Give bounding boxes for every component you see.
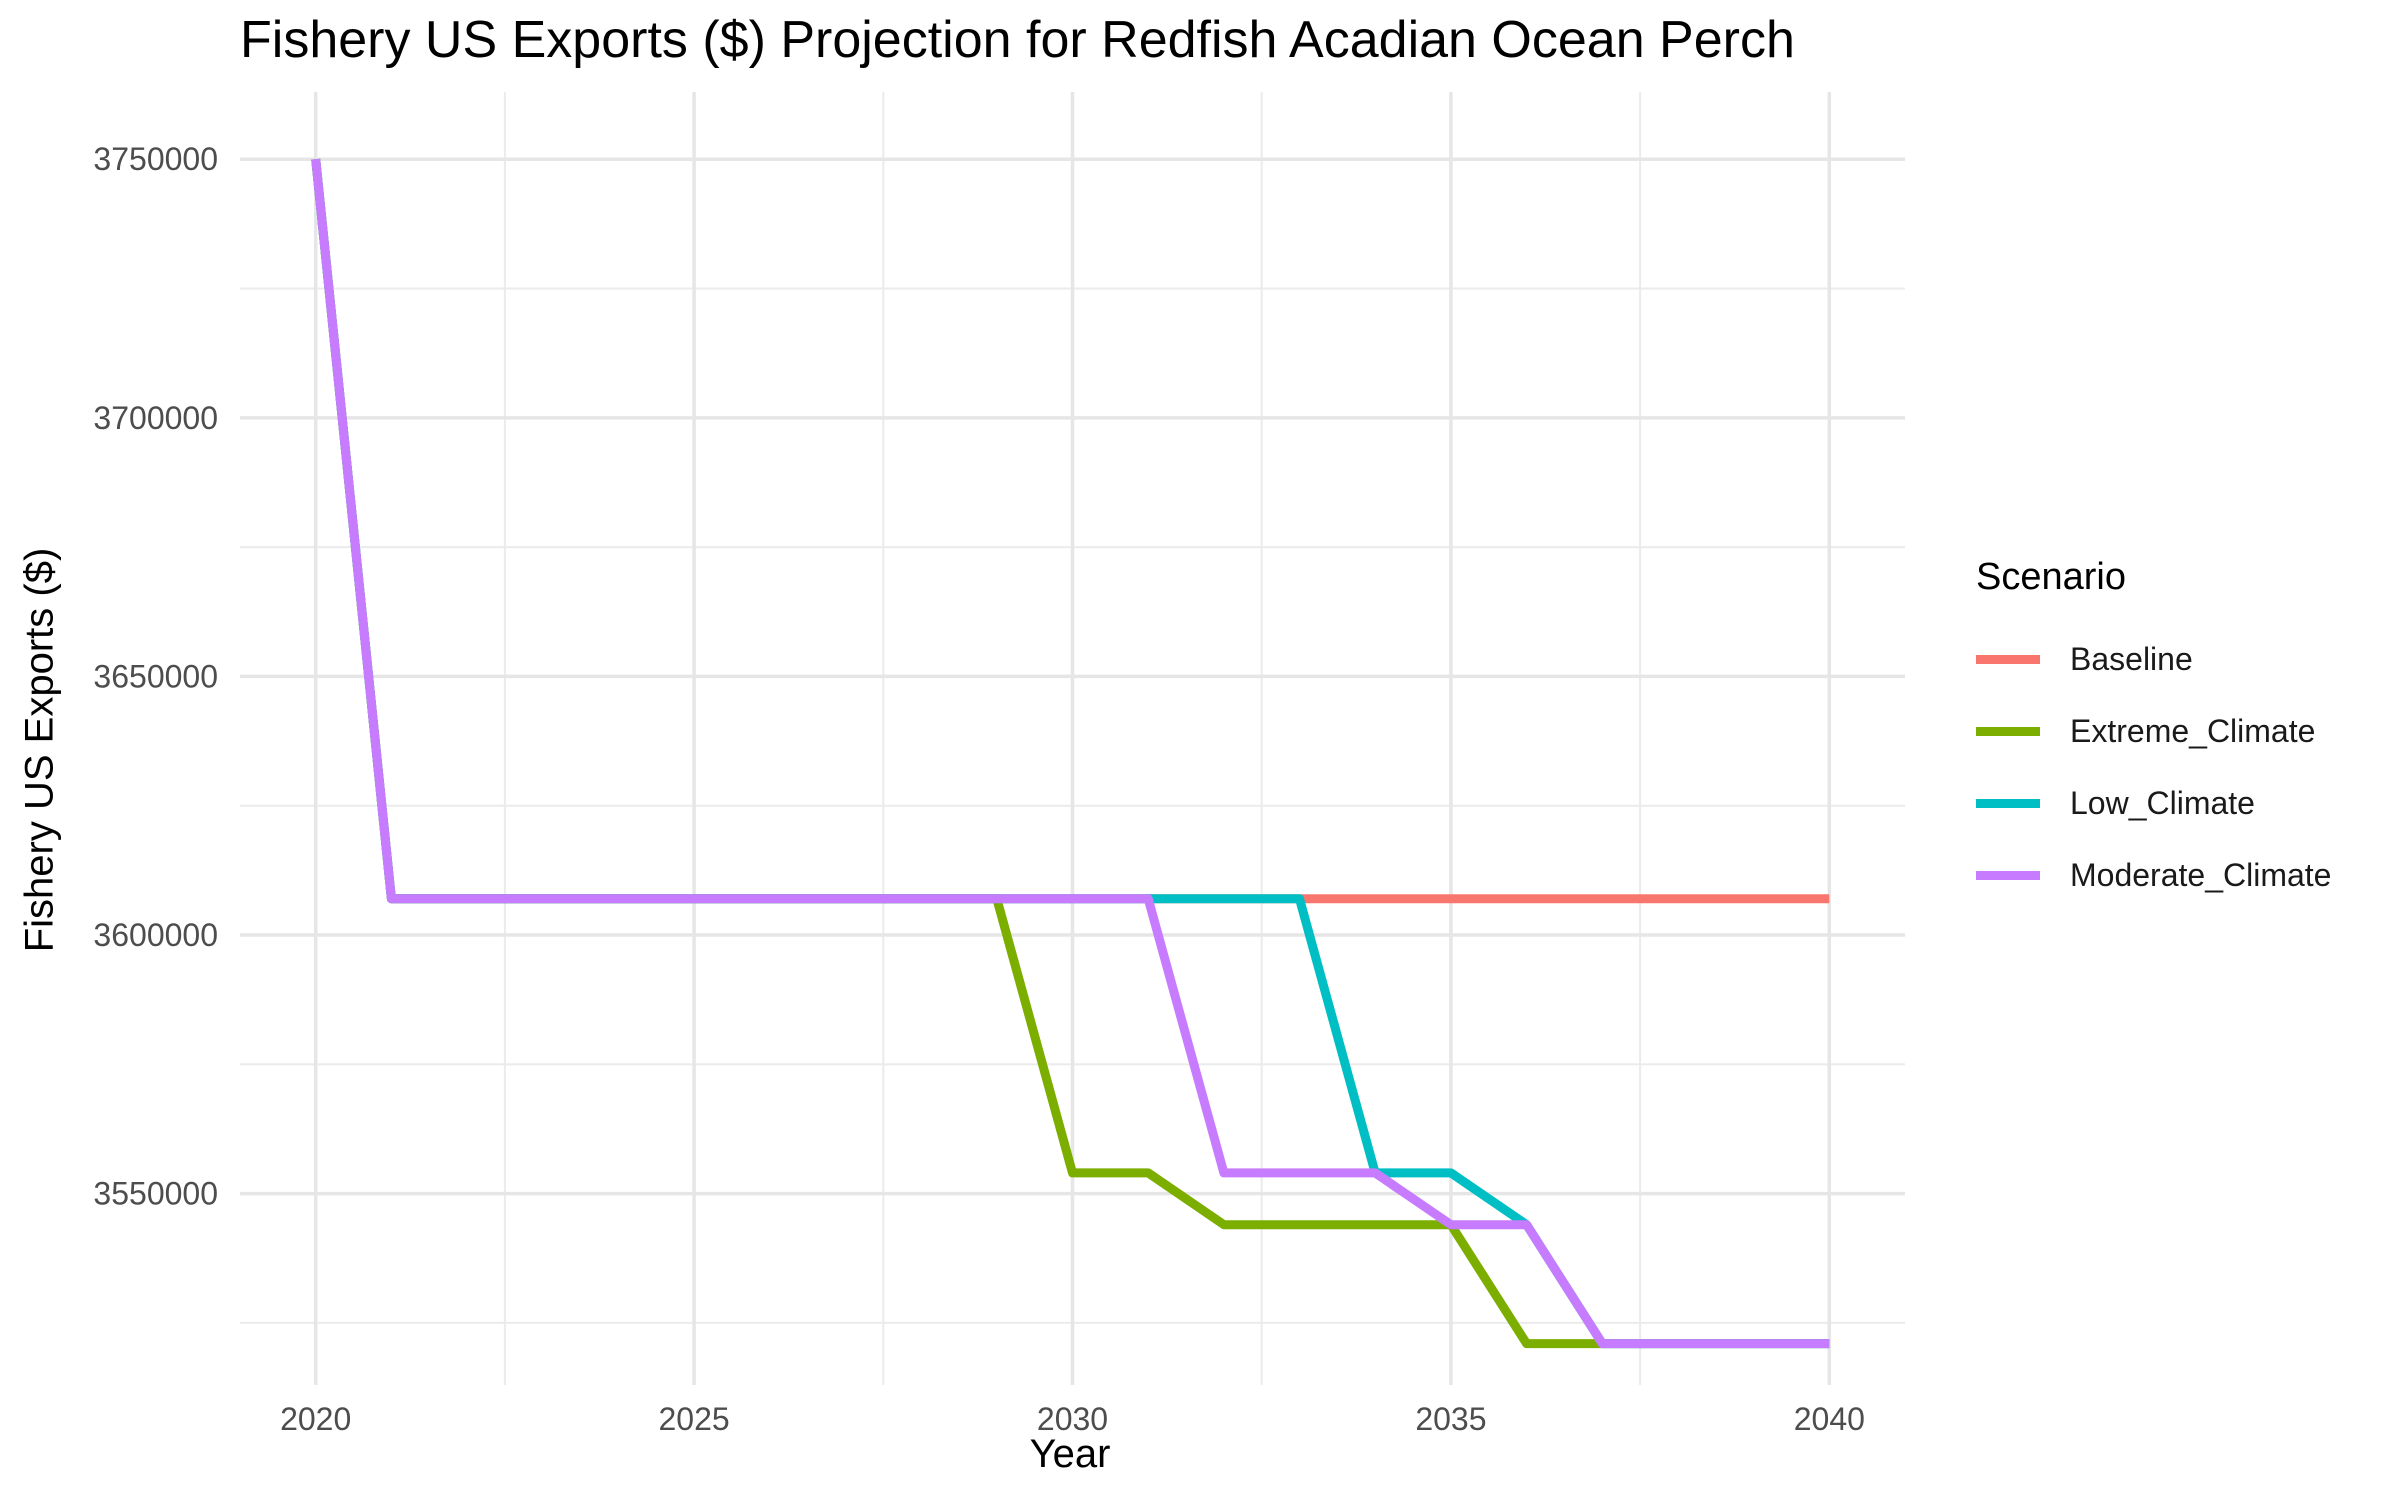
chart-title: Fishery US Exports ($) Projection for Re…: [240, 11, 1795, 69]
major-gridlines: [240, 92, 1905, 1385]
x-tick-label: 2035: [1415, 1401, 1486, 1437]
y-tick-label: 3550000: [93, 1176, 218, 1212]
legend-label-moderate-climate: Moderate_Climate: [2070, 856, 2332, 893]
x-tick-label: 2020: [280, 1401, 351, 1437]
tick-labels: 2020 2025 2030 2035 2040 3550000 3600000 365000…: [93, 141, 1864, 1437]
x-tick-label: 2025: [658, 1401, 729, 1437]
y-tick-label: 3700000: [93, 400, 218, 436]
legend: Scenario Baseline Extreme_Climate Low_Cl…: [1976, 556, 2331, 911]
legend-item-extreme-climate: Extreme_Climate: [1976, 695, 2331, 767]
series-line-moderate-climate: [311, 158, 1830, 1349]
legend-item-moderate-climate: Moderate_Climate: [1976, 839, 2331, 911]
legend-key-baseline: [1976, 654, 2040, 664]
legend-key-moderate-climate: [1976, 870, 2040, 880]
legend-item-low-climate: Low_Climate: [1976, 767, 2331, 839]
x-tick-label: 2030: [1037, 1401, 1108, 1437]
legend-title: Scenario: [1976, 556, 2126, 598]
legend-key-extreme-climate: [1976, 726, 2040, 736]
y-tick-label: 3650000: [93, 658, 218, 694]
y-tick-label: 3750000: [93, 141, 218, 177]
legend-key-low-climate: [1976, 798, 2040, 808]
legend-label-extreme-climate: Extreme_Climate: [2070, 712, 2316, 749]
series-lines: [311, 158, 1830, 1349]
legend-item-baseline: Baseline: [1976, 623, 2331, 695]
legend-label-low-climate: Low_Climate: [2070, 784, 2255, 821]
x-tick-label: 2040: [1794, 1401, 1865, 1437]
y-tick-label: 3600000: [93, 917, 218, 953]
x-axis-label: Year: [1029, 1432, 1111, 1476]
legend-label-baseline: Baseline: [2070, 640, 2193, 677]
